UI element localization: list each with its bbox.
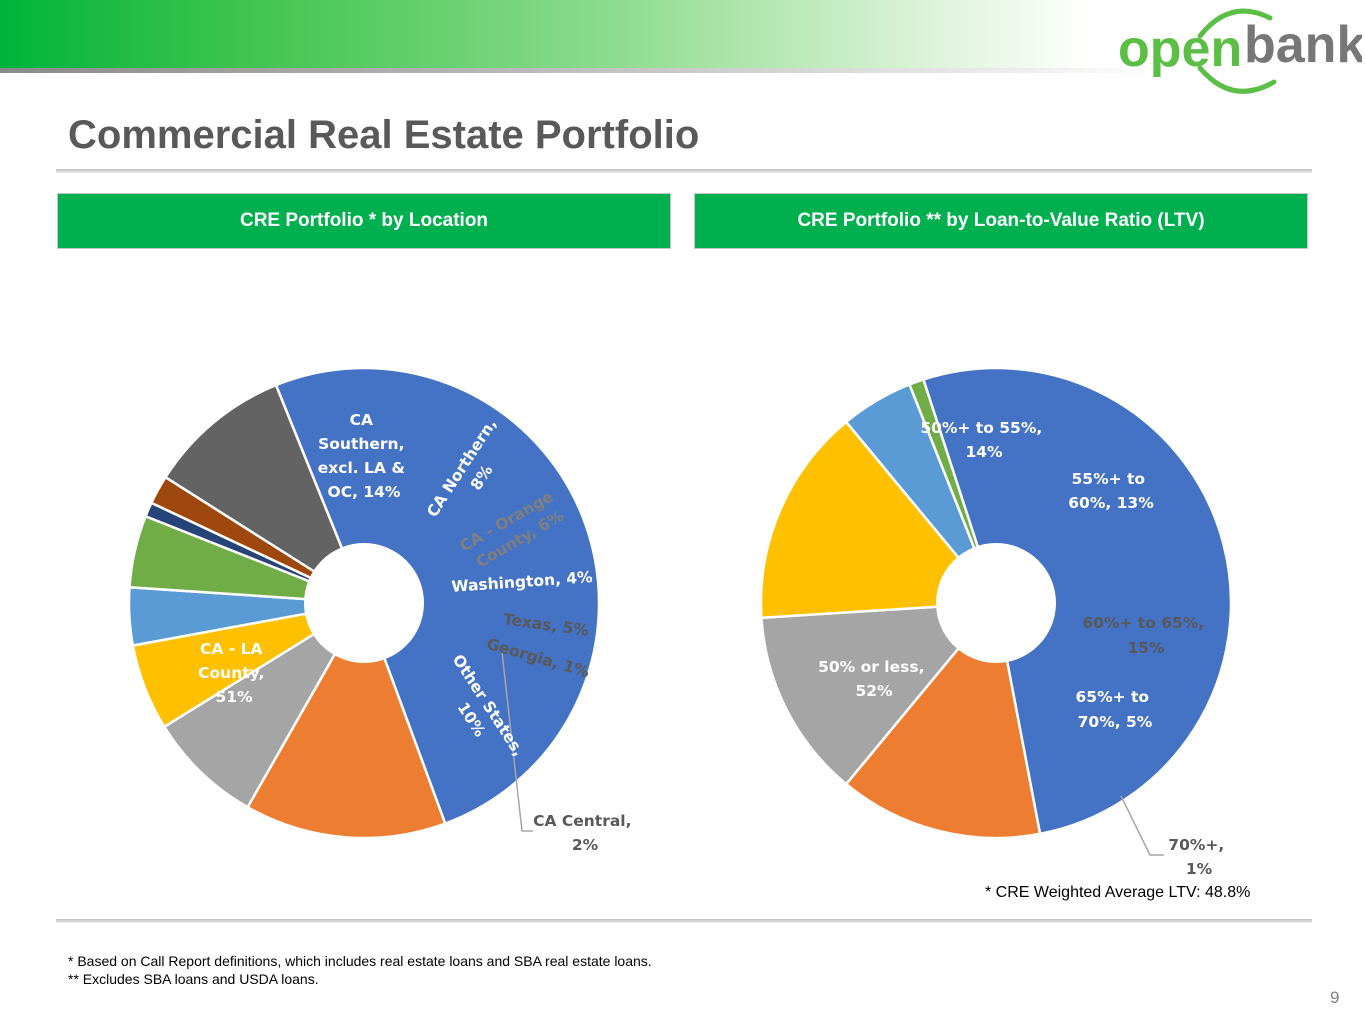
label-ltv-50-or-less: 50% or less, 52% [818,658,930,700]
weighted-average-ltv-note: * CRE Weighted Average LTV: 48.8% [985,884,1251,901]
location-slice-ca-la-county [274,366,601,825]
logo-swoosh-bottom [1197,65,1277,94]
label-ltv-65-70: 65%+ to 70%, 5% [1076,688,1155,731]
logo-text-bank: bank [1244,16,1362,74]
location-slice-other-states [164,383,366,605]
location-doughnut-hole [304,543,424,663]
openbank-logo: open bank [1118,8,1362,94]
label-ltv-60-65: 60%+ to 65%, 15% [1082,614,1209,657]
location-slice-ca-southern-excl-la-oc [246,601,447,840]
label-ca-central: CA Central, 2% [533,812,637,854]
logo-swoosh-top [1197,8,1273,39]
page-number: 9 [1330,988,1340,1007]
footer-divider [56,919,1312,923]
logo-text-open: open [1118,20,1242,78]
ltv-panel-header: CRE Portfolio ** by Loan-to-Value Ratio … [694,193,1308,249]
footnote-call-report: * Based on Call Report definitions, whic… [68,953,652,969]
ltv-slice-50-or-less [922,366,1233,836]
page-title: Commercial Real Estate Portfolio [68,113,700,157]
label-ca-southern: CA Southern, excl. LA & OC, 14% [318,411,411,501]
ltv-70-leader-line [1120,795,1164,856]
ltv-slice-55-to-60 [760,601,998,786]
label-ltv-55-60: 55%+ to 60%, 13% [1068,470,1154,512]
ltv-doughnut-hole [936,543,1056,663]
location-slice-ca-northern [163,601,366,809]
title-divider [56,169,1312,173]
location-panel-header: CRE Portfolio * by Location [57,193,671,249]
footnote-excludes-sba: ** Excludes SBA loans and USDA loans. [68,971,319,987]
header-bar-shadow [0,68,1365,73]
ltv-slice-60-to-65 [759,420,998,620]
label-ca-la-county: CA - LA County, 51% [198,640,270,706]
header-gradient-bar [0,0,1365,70]
label-ltv-50-55: 50%+ to 55%, 14% [920,419,1047,461]
ca-central-leader-line [501,651,533,832]
label-ltv-70-plus: 70%+, 1% [1168,836,1229,878]
